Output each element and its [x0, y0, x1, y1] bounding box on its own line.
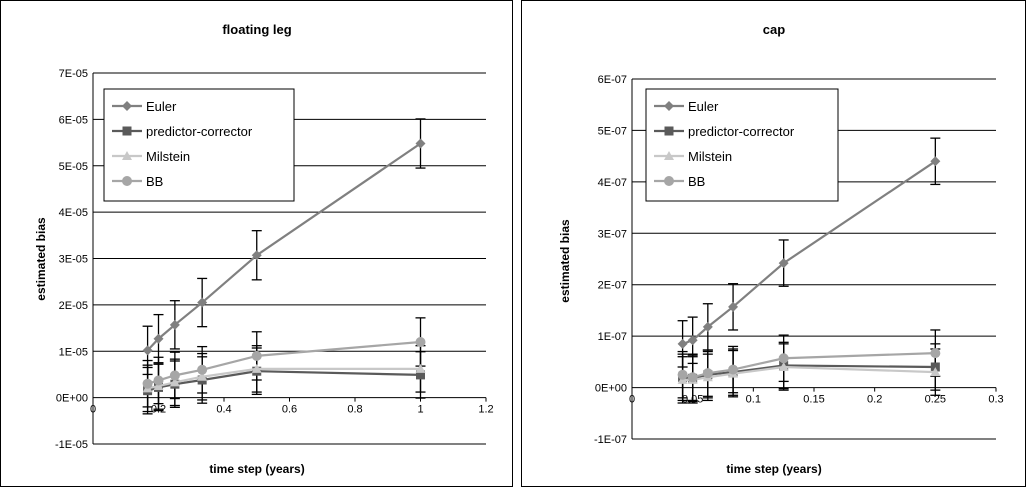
- y-tick-label: 1E-05: [59, 346, 88, 358]
- data-point: [778, 353, 789, 364]
- data-point: [687, 335, 698, 346]
- chart-title: floating leg: [222, 22, 291, 37]
- legend-swatch-marker: [122, 176, 132, 186]
- x-tick-label: 1: [417, 404, 423, 416]
- legend-swatch-marker: [664, 126, 674, 136]
- legend-entry: BB: [688, 174, 705, 189]
- chart-panel-cap: cap time step (years) estimated bias -1E…: [521, 0, 1026, 487]
- data-point: [415, 363, 426, 373]
- data-point: [169, 377, 180, 387]
- x-tick-label: 1.2: [478, 404, 493, 416]
- data-point: [415, 138, 426, 149]
- data-point: [702, 321, 713, 332]
- y-tick-label: 2E-07: [598, 280, 627, 292]
- x-tick-label: 0.4: [216, 404, 231, 416]
- x-axis-label: time step (years): [726, 462, 821, 476]
- x-tick-label: 0.1: [746, 394, 761, 406]
- data-point: [728, 301, 739, 312]
- data-point: [930, 367, 941, 377]
- legend-box: [645, 88, 839, 202]
- data-point: [416, 370, 425, 380]
- y-tick-label: 4E-07: [598, 177, 627, 189]
- legend-box: [103, 88, 295, 202]
- chart-title: cap: [763, 22, 785, 37]
- y-tick-label: 0E+00: [56, 393, 88, 405]
- data-point: [930, 156, 941, 167]
- x-tick-label: 0.2: [867, 394, 882, 406]
- legend-entry: predictor-corrector: [688, 124, 795, 139]
- data-point: [930, 348, 941, 359]
- y-tick-label: -1E-07: [594, 434, 627, 446]
- y-tick-label: 6E-07: [598, 74, 627, 86]
- data-point: [930, 362, 940, 372]
- y-tick-label: -1E-05: [55, 439, 88, 451]
- chart-floating-leg-svg: floating leg time step (years) estimated…: [34, 22, 494, 476]
- legend-entry: BB: [146, 174, 163, 189]
- data-point: [251, 250, 262, 261]
- y-tick-label: 4E-05: [59, 207, 88, 219]
- y-tick-label: 5E-07: [598, 125, 627, 137]
- data-point: [687, 372, 698, 383]
- data-point: [197, 297, 208, 308]
- series-line: [147, 370, 421, 392]
- x-axis-label: time step (years): [209, 462, 304, 476]
- y-tick-label: 6E-05: [59, 114, 88, 126]
- x-tick-label: 0: [629, 394, 635, 406]
- data-point: [169, 370, 180, 381]
- x-tick-label: 0.8: [347, 404, 362, 416]
- data-point: [169, 319, 180, 330]
- series-line: [147, 340, 421, 385]
- legend-swatch-marker: [664, 176, 674, 186]
- legend-entry: Milstein: [146, 149, 190, 164]
- data-point: [251, 350, 262, 361]
- y-axis-label: estimated bias: [558, 219, 572, 303]
- y-tick-label: 5E-05: [59, 161, 88, 173]
- data-point: [778, 362, 789, 371]
- y-axis-label: estimated bias: [34, 217, 48, 301]
- y-tick-label: 7E-05: [59, 68, 88, 80]
- x-tick-label: 0.25: [925, 394, 946, 406]
- legend-swatch-marker: [122, 126, 132, 136]
- legend-swatch-marker: [122, 101, 132, 111]
- legend-entry: Euler: [688, 99, 719, 114]
- data-point: [677, 338, 688, 349]
- x-tick-label: 0: [90, 404, 96, 416]
- data-point: [415, 336, 426, 347]
- legend-swatch-marker: [122, 151, 132, 160]
- y-tick-label: 0E+00: [595, 383, 627, 395]
- data-point: [153, 381, 164, 391]
- chart-cap-svg: cap time step (years) estimated bias -1E…: [558, 22, 1004, 476]
- y-tick-label: 2E-05: [59, 300, 88, 312]
- y-tick-label: 3E-07: [598, 228, 627, 240]
- data-point: [677, 369, 688, 380]
- data-point: [197, 364, 208, 375]
- x-tick-label: 0.6: [282, 404, 297, 416]
- x-tick-label: 0.15: [803, 394, 824, 406]
- y-tick-label: 1E-07: [598, 331, 627, 343]
- legend-entry: Milstein: [688, 149, 732, 164]
- data-point: [197, 371, 208, 381]
- legend-entry: Euler: [146, 99, 177, 114]
- data-point: [728, 364, 739, 375]
- data-point: [702, 368, 713, 379]
- data-point: [778, 258, 789, 269]
- legend-swatch-marker: [664, 101, 674, 111]
- data-point: [153, 333, 164, 344]
- legend-swatch-marker: [664, 151, 674, 160]
- data-point: [251, 363, 262, 373]
- chart-panel-floating-leg: floating leg time step (years) estimated…: [0, 0, 513, 487]
- data-point: [153, 375, 164, 386]
- data-point: [142, 345, 153, 356]
- x-tick-label: 0.3: [988, 394, 1003, 406]
- y-tick-label: 3E-05: [59, 254, 88, 266]
- legend-entry: predictor-corrector: [146, 124, 253, 139]
- data-point: [142, 378, 153, 389]
